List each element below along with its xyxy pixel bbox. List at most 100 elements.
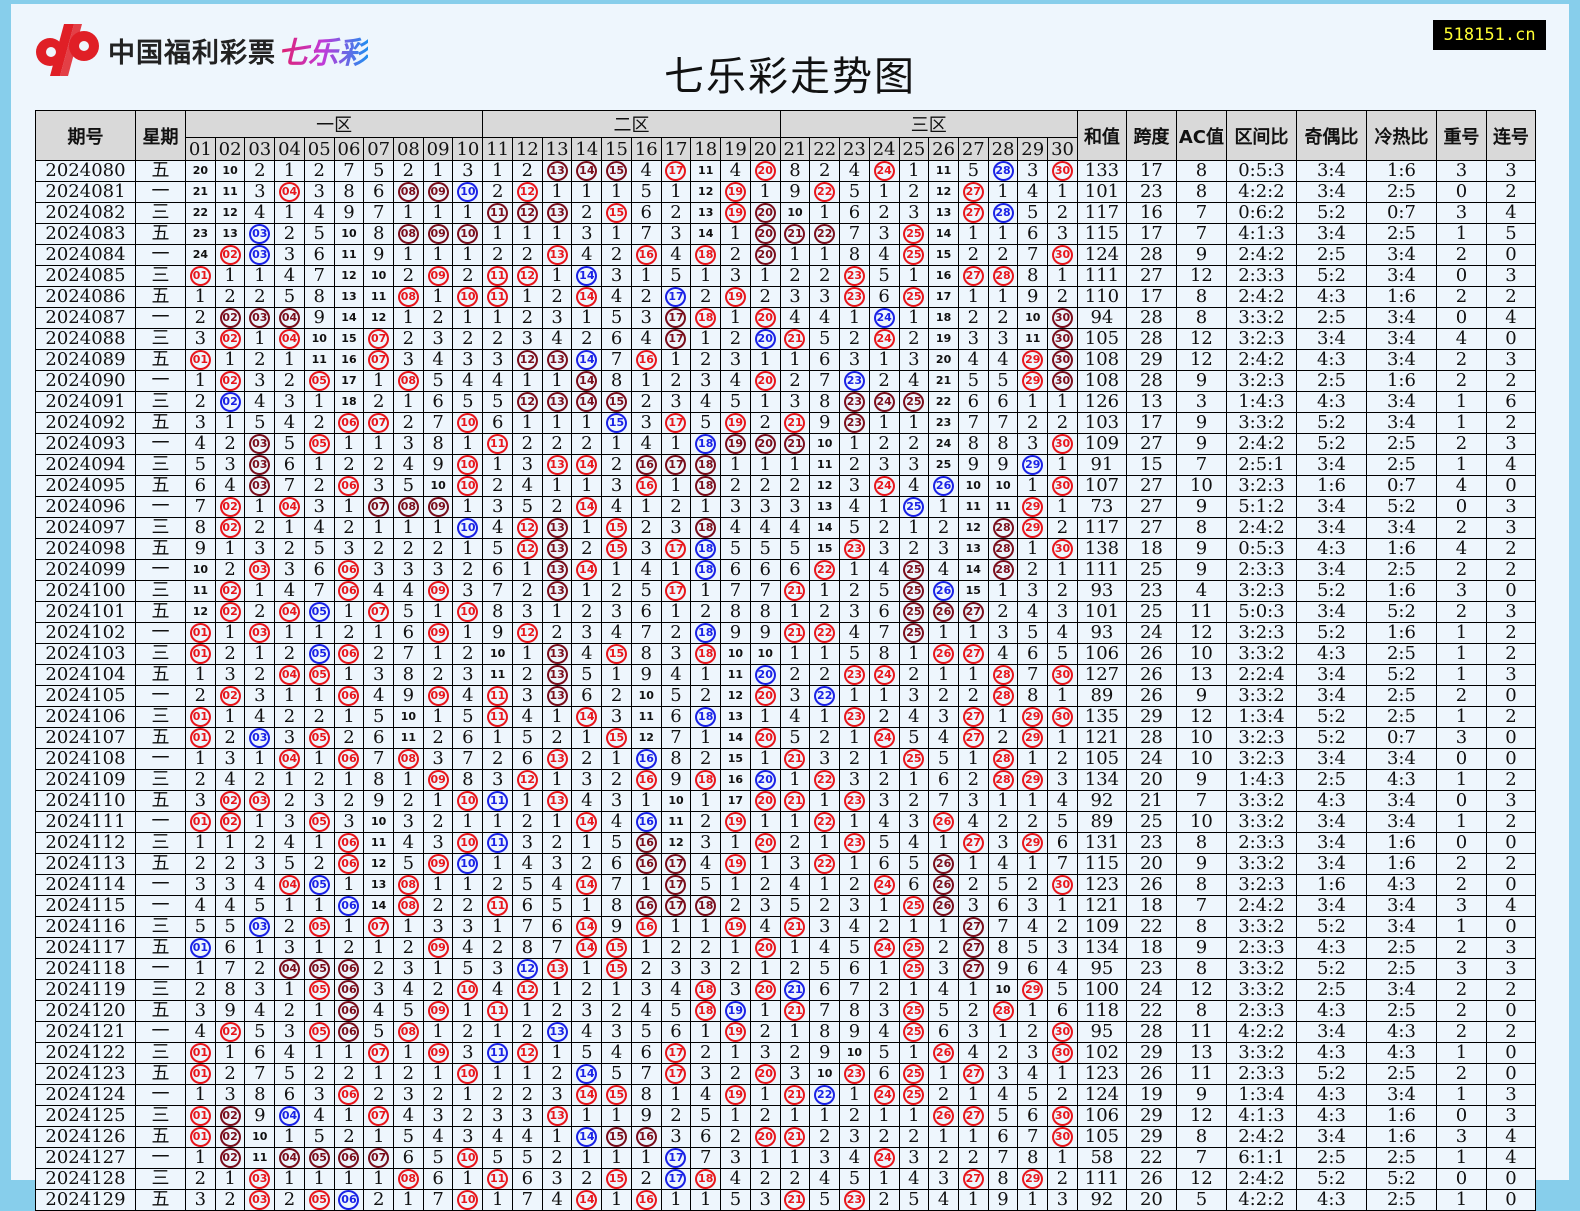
omission-cell: 6: [868, 853, 900, 875]
special-ball: 18: [695, 560, 717, 580]
omission-cell: 1: [749, 748, 781, 770]
omission-cell: 1: [868, 181, 900, 203]
consecutive-count-cell: 3: [1485, 433, 1536, 455]
drawn-number-cell: 03: [244, 727, 276, 749]
omission-cell: 2: [660, 937, 692, 959]
omission-cell: 2: [749, 874, 781, 896]
consecutive-count-cell: 0: [1485, 874, 1536, 896]
omission-cell: 6: [512, 895, 543, 917]
issue-cell: 2024090: [35, 370, 136, 392]
omission-cell: 2: [809, 895, 841, 917]
consecutive-count-cell: 2: [1485, 286, 1536, 308]
drawn-ball: 25: [903, 224, 925, 244]
sum-cell: 103: [1076, 412, 1127, 434]
zone-ratio-cell: 1:3:4: [1225, 706, 1297, 728]
zone-ratio-cell: 0:5:3: [1225, 538, 1297, 560]
drawn-ball: 30: [1052, 434, 1074, 454]
omission-cell: 5: [422, 1147, 454, 1169]
omission-cell: 11: [303, 349, 335, 371]
omission-cell: 3: [541, 853, 573, 875]
drawn-number-cell: 04: [274, 664, 305, 686]
drawn-ball: 15: [606, 392, 628, 412]
omission-cell: 1: [185, 286, 216, 308]
omission-cell: 4: [274, 265, 305, 287]
odd-even-ratio-cell: 5:2: [1295, 412, 1367, 434]
drawn-ball: 05: [308, 434, 330, 454]
omission-cell: 4: [512, 1126, 543, 1148]
omission-cell: 2: [303, 706, 335, 728]
consecutive-count-cell: 2: [1485, 1021, 1536, 1043]
drawn-ball: 25: [903, 1085, 925, 1105]
drawn-number-cell: 07: [363, 601, 395, 623]
omission-cell: 2: [839, 874, 870, 896]
drawn-ball: 04: [279, 602, 301, 622]
omission-cell: 4: [720, 160, 751, 182]
omission-cell: 1: [303, 685, 335, 707]
omission-cell: 1: [571, 517, 603, 539]
omission-cell: 1: [809, 706, 841, 728]
drawn-ball: 14: [576, 1190, 598, 1210]
drawn-number-cell: 27: [957, 202, 989, 224]
omission-cell: 1: [928, 496, 959, 518]
omission-cell: 1: [987, 223, 1019, 245]
consecutive-count-cell: 6: [1485, 391, 1536, 413]
site-badge[interactable]: 518151.cn: [1433, 20, 1546, 50]
omission-cell: 10: [809, 433, 841, 455]
omission-cell: 3: [274, 559, 305, 581]
drawn-ball: 21: [784, 581, 806, 601]
issue-cell: 2024096: [35, 496, 136, 518]
drawn-number-cell: 16: [630, 811, 662, 833]
omission-cell: 1: [541, 412, 573, 434]
omission-cell: 3: [957, 790, 989, 812]
omission-cell: 8: [601, 895, 632, 917]
omission-cell: 4: [393, 1105, 424, 1127]
omission-cell: 9: [660, 769, 692, 791]
omission-cell: 5: [512, 727, 543, 749]
weekday-cell: 一: [135, 1084, 186, 1106]
omission-cell: 8: [839, 1000, 870, 1022]
omission-cell: 1: [809, 874, 841, 896]
omission-cell: 4: [214, 895, 246, 917]
drawn-ball: 29: [1022, 518, 1044, 538]
cold-hot-ratio-cell: 5:2: [1365, 664, 1437, 686]
special-ball: 02: [219, 392, 241, 412]
drawn-ball: 12: [516, 770, 538, 790]
drawn-ball: 24: [873, 476, 895, 496]
drawn-ball: 06: [338, 413, 360, 433]
omission-cell: 1: [185, 958, 216, 980]
drawn-number-cell: 26: [928, 874, 959, 896]
omission-cell: 14: [928, 223, 959, 245]
drawn-ball: 14: [576, 371, 598, 391]
omission-cell: 4: [928, 727, 959, 749]
drawn-number-cell: 02: [214, 370, 246, 392]
zone-ratio-cell: 3:2:3: [1225, 370, 1297, 392]
omission-cell: 5: [720, 391, 751, 413]
omission-cell: 5: [928, 748, 959, 770]
omission-cell: 2: [482, 1084, 514, 1106]
drawn-number-cell: 21: [779, 412, 811, 434]
drawn-number-cell: 18: [690, 895, 722, 917]
span-cell: 27: [1125, 433, 1177, 455]
drawn-number-cell: 26: [928, 1042, 959, 1064]
omission-cell: 1: [303, 832, 335, 854]
span-cell: 17: [1125, 286, 1177, 308]
omission-cell: 2: [482, 244, 514, 266]
omission-cell: 3: [482, 958, 514, 980]
omission-cell: 3: [690, 832, 722, 854]
omission-cell: 6: [244, 1042, 276, 1064]
table-row: 2024084 一 24 02 03 3 6 11 9 1 1 1 2 2 13 4 2 16 4 18 2 20 1 1 8 4…: [35, 244, 1536, 266]
cold-hot-ratio-cell: 0:7: [1365, 475, 1437, 497]
zone-ratio-cell: 2:3:3: [1225, 832, 1297, 854]
drawn-ball: 02: [219, 518, 241, 538]
omission-cell: 1: [839, 559, 870, 581]
drawn-ball: 24: [873, 161, 895, 181]
drawn-ball: 29: [1022, 497, 1044, 517]
drawn-number-cell: 12: [512, 1042, 543, 1064]
omission-cell: 1: [660, 559, 692, 581]
table-row: 2024105 一 2 02 3 1 1 06 4 9 09 4 11 3 13 6 2 10 5 2 12 20 3 22 1…: [35, 685, 1536, 707]
omission-cell: 1: [630, 790, 662, 812]
header-number-08: 08: [393, 137, 424, 161]
drawn-ball: 05: [308, 665, 330, 685]
omission-cell: 3: [839, 349, 870, 371]
omission-cell: 2: [868, 1126, 900, 1148]
